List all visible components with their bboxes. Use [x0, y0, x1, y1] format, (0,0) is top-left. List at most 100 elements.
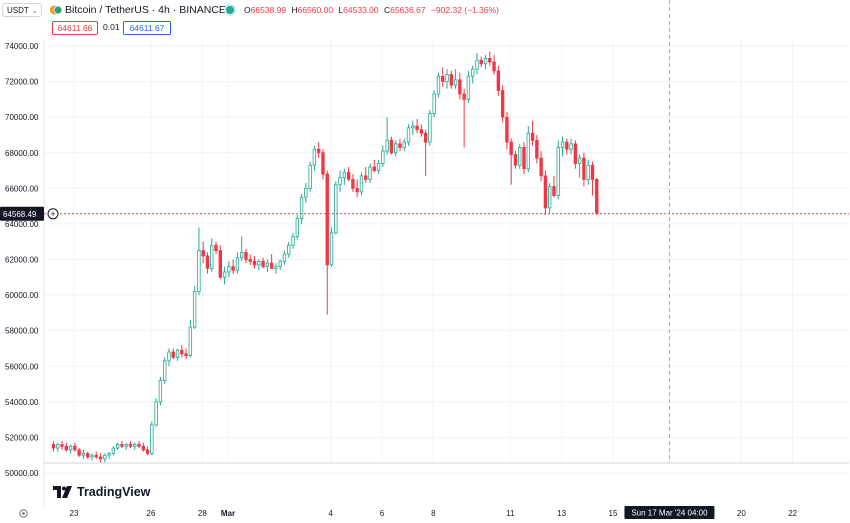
candle-body	[201, 250, 205, 257]
symbol-title[interactable]: Bitcoin / TetherUS · 4h · BINANCE	[65, 4, 226, 16]
candle	[265, 259, 270, 272]
candle	[145, 446, 150, 456]
time-tick-label: 4	[328, 509, 333, 518]
candle-body	[530, 132, 535, 141]
candle	[299, 193, 304, 224]
candle-body	[231, 266, 235, 271]
candle	[548, 182, 552, 214]
bitcoin-icon	[50, 5, 62, 15]
candle	[496, 65, 501, 96]
candle-body	[329, 232, 334, 266]
candle	[522, 142, 526, 175]
candle	[240, 236, 244, 262]
candle	[128, 440, 133, 449]
price-tick-label: 66000.00	[5, 184, 39, 193]
candle-body	[381, 150, 385, 164]
candle-body	[244, 251, 248, 260]
candle	[552, 175, 556, 198]
candle	[334, 181, 338, 235]
candle-body	[308, 164, 312, 189]
candle-body	[483, 58, 488, 65]
candle	[231, 259, 235, 274]
time-tick-label: 11	[506, 509, 515, 518]
candle-body	[500, 90, 505, 118]
candle	[500, 85, 505, 123]
candle	[158, 376, 163, 406]
candle	[171, 348, 175, 360]
candle	[184, 348, 188, 360]
market-open-indicator	[226, 6, 234, 14]
candle-body	[321, 152, 325, 175]
candle	[565, 138, 569, 155]
gear-icon[interactable]	[18, 508, 29, 519]
candle	[111, 446, 116, 456]
candle	[543, 170, 548, 216]
add-alert-plus: +	[50, 209, 55, 219]
candle	[68, 444, 73, 454]
candle-body	[291, 235, 295, 246]
candle	[505, 111, 509, 150]
candle	[90, 453, 94, 461]
candle-body	[128, 444, 133, 447]
candle	[530, 120, 535, 146]
candle	[51, 440, 56, 452]
candle	[590, 161, 595, 196]
candle-body	[411, 125, 415, 129]
candle-body	[539, 157, 543, 177]
sell-button[interactable]: 64611.66	[52, 21, 98, 35]
candle-body	[368, 166, 372, 180]
time-tick-label: 22	[788, 509, 797, 518]
candle	[81, 449, 86, 459]
candle	[509, 138, 513, 185]
candle	[483, 54, 488, 70]
candle	[77, 448, 81, 457]
logo-text: TradingView	[77, 485, 151, 499]
tradingview-logo[interactable]: TradingView	[53, 485, 150, 499]
candle-body	[488, 58, 492, 63]
candle-body	[81, 453, 86, 456]
candle-body	[415, 125, 419, 131]
buy-button[interactable]: 64611.67	[123, 21, 171, 35]
candle-body	[64, 445, 68, 451]
candle-body	[449, 74, 453, 86]
time-tick-label: 20	[737, 509, 746, 518]
crosshair-time-label: Sun 17 Mar '24 04:00	[631, 509, 708, 518]
candle-body	[184, 353, 188, 356]
candle	[321, 149, 325, 180]
candle	[252, 255, 257, 269]
candle-body	[68, 445, 73, 451]
candle	[423, 129, 428, 176]
candle	[539, 150, 543, 182]
spread-value: 0.01	[103, 22, 120, 32]
candle	[556, 140, 560, 200]
candle-body	[398, 143, 402, 148]
candle-body	[235, 257, 240, 271]
time-tick-label: 13	[557, 509, 566, 518]
candle-body	[171, 351, 175, 358]
candle-body	[436, 75, 441, 95]
candle-body	[573, 143, 578, 164]
candle	[304, 182, 308, 203]
price-tick-label: 60000.00	[5, 291, 39, 300]
candle-body	[278, 260, 282, 268]
candle-body	[154, 401, 158, 426]
candle-body	[351, 179, 355, 189]
candle	[436, 72, 441, 98]
price-tick-label: 58000.00	[5, 327, 39, 336]
candle	[535, 134, 539, 164]
candle	[257, 259, 261, 271]
candle-body	[218, 250, 222, 278]
currency-select[interactable]: USDT ⌄	[2, 3, 42, 17]
candle-body	[94, 454, 98, 458]
candle	[188, 319, 193, 358]
candle	[415, 118, 419, 134]
candle	[445, 69, 449, 89]
candle-body	[453, 79, 458, 86]
candle	[86, 451, 90, 459]
candle	[573, 140, 578, 169]
candle-body	[167, 351, 171, 362]
candle	[346, 166, 351, 182]
candle	[359, 172, 364, 196]
